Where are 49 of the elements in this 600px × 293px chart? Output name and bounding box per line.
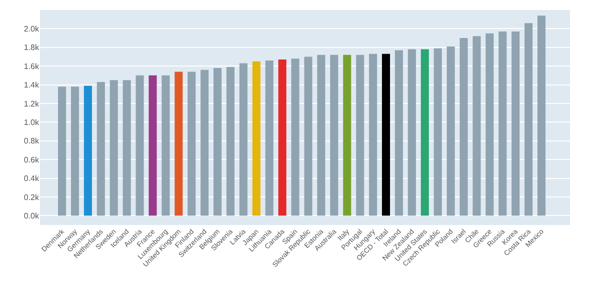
bar: [420, 49, 429, 216]
y-tick-label: 1.4k: [24, 80, 40, 90]
bar: [84, 86, 92, 216]
bar: [434, 48, 442, 216]
bar: [96, 82, 105, 216]
bar: [70, 86, 79, 216]
bar: [472, 36, 481, 216]
y-tick-label: 0.2k: [24, 192, 40, 202]
y-tick-label: 0.8k: [24, 136, 40, 146]
y-tick-label: 1.8k: [24, 43, 40, 52]
y-tick-label: 0.0k: [24, 211, 40, 220]
bar: [330, 54, 338, 216]
y-tick-label: 1.2k: [24, 99, 40, 108]
bar: [174, 72, 183, 216]
bar: [537, 16, 546, 216]
bar: [188, 72, 196, 216]
bar: [304, 56, 312, 216]
bar: [226, 67, 235, 216]
y-tick-label: 0.4k: [24, 174, 40, 184]
bar: [291, 58, 300, 216]
bar: [498, 32, 507, 216]
bar: [136, 75, 144, 216]
bar: [265, 60, 274, 216]
bar: [524, 23, 533, 216]
bar: [460, 38, 468, 216]
y-tick-label: 1.6k: [24, 62, 40, 71]
bar: [512, 32, 520, 216]
y-tick-label: 2.0k: [24, 24, 40, 34]
bar: [369, 54, 378, 216]
bar: [317, 54, 326, 216]
bar: [252, 61, 260, 216]
bar: [408, 49, 416, 216]
bar: [394, 50, 403, 216]
bar: [148, 75, 157, 216]
bar: [58, 86, 66, 216]
bar: [110, 80, 118, 216]
bar: [446, 46, 455, 216]
bar: [356, 54, 364, 216]
bar: [382, 54, 390, 216]
bar: [486, 33, 494, 216]
bar: [278, 60, 286, 216]
bar: [162, 75, 170, 216]
bar: [239, 63, 248, 216]
bar: [200, 70, 209, 216]
bar: [122, 80, 131, 216]
y-tick-label: 1.0k: [24, 118, 40, 127]
bar: [214, 68, 222, 216]
y-tick-label: 0.6k: [24, 155, 40, 164]
bar: [343, 54, 352, 216]
